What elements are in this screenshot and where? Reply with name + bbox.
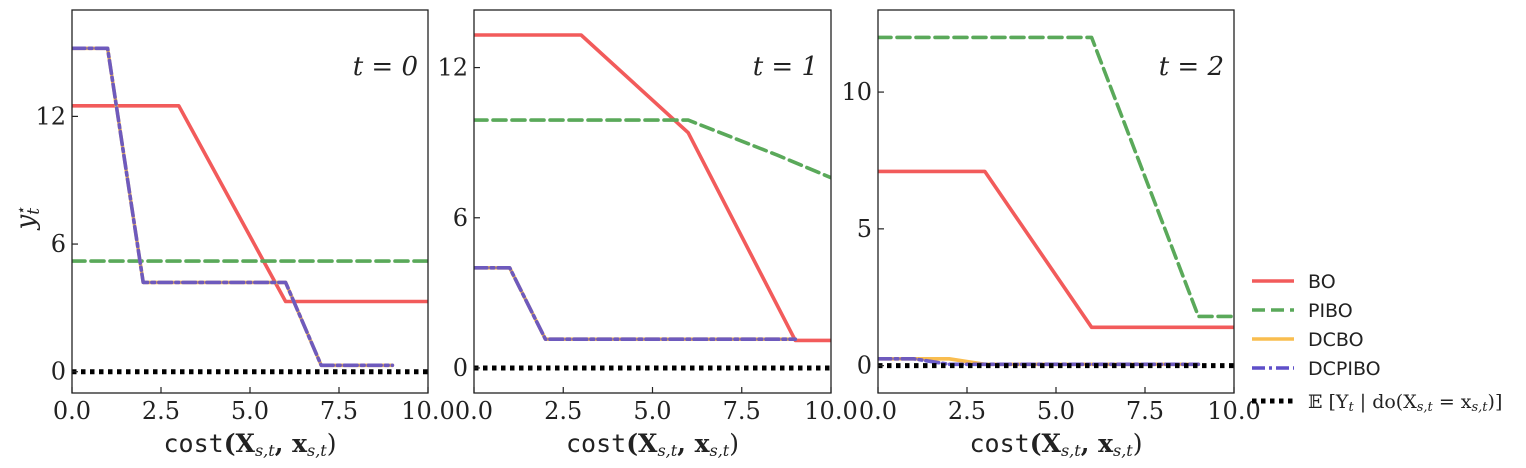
legend-item-dcbo: DCBO [1252, 329, 1364, 351]
legend-item-bo: BO [1252, 271, 1336, 293]
panel-label: t = 2 [1159, 52, 1224, 82]
x-axis-label: cost(Xs,t, xs,t) [566, 429, 739, 460]
y-tick-label: 0 [857, 352, 872, 380]
series-line-pibo [878, 35, 1234, 319]
x-tick-label: 10.0 [804, 397, 857, 425]
series-line-bo [72, 104, 428, 304]
series-group [72, 46, 428, 375]
y-tick-label: 5 [857, 215, 872, 243]
series-line-dcbo [474, 265, 798, 342]
series-group [474, 33, 831, 371]
series-line-bo [878, 169, 1234, 330]
chart-panel-0: 0.0 2.5 5.0 7.5 10.0 0 6 12 t = 0 cost(Xs,t, xs,t… [35, 9, 455, 460]
chart-panel-2: 0.0 2.5 5.0 7.5 10.0 0 5 10 t = 2 cost(Xs,t, xs,t… [841, 9, 1261, 460]
x-tick-label: 2.5 [948, 397, 986, 425]
panel-label: t = 0 [353, 52, 418, 82]
x-tick-label: 0.0 [455, 397, 493, 425]
x-tick-label: 7.5 [723, 397, 761, 425]
y-axis-label: yt⋆ [11, 207, 44, 231]
y-tick-label: 6 [453, 204, 468, 232]
x-tick-label: 2.5 [142, 397, 180, 425]
x-tick-label: 5.0 [1037, 397, 1075, 425]
series-line-bo [474, 33, 831, 343]
x-tick-label: 7.5 [320, 397, 358, 425]
y-tick-label: 6 [51, 230, 66, 258]
legend: BO PIBO DCBO DCPIBO 𝔼 [Yt | do(Xs,t = xs,t)] [1252, 271, 1502, 415]
series-line-dcpibo [474, 265, 798, 342]
x-tick-label: 7.5 [1126, 397, 1164, 425]
x-tick-label: 5.0 [231, 397, 269, 425]
x-tick-label: 5.0 [633, 397, 671, 425]
legend-label: DCBO [1308, 329, 1364, 351]
legend-item-optimal: 𝔼 [Yt | do(Xs,t = xs,t)] [1252, 391, 1502, 415]
x-axis-label: cost(Xs,t, xs,t) [970, 429, 1143, 460]
series-line-dcpibo [878, 356, 1201, 367]
x-tick-label: 0.0 [53, 397, 91, 425]
x-tick-label: 10.0 [1207, 397, 1260, 425]
chart-panel-1: 0.0 2.5 5.0 7.5 10.0 0 6 12 t = 1 cost(Xs,t, xs,t… [437, 9, 858, 460]
y-tick-label: 0 [51, 358, 66, 386]
y-tick-label: 10 [841, 78, 872, 106]
legend-label: PIBO [1308, 300, 1353, 322]
y-tick-label: 0 [453, 354, 468, 382]
legend-item-pibo: PIBO [1252, 300, 1353, 322]
y-tick-label: 12 [437, 54, 468, 82]
series-group [878, 35, 1234, 369]
series-line-dcpibo [72, 46, 395, 368]
x-tick-label: 2.5 [544, 397, 582, 425]
legend-label: 𝔼 [Yt | do(Xs,t = xs,t)] [1308, 391, 1502, 415]
legend-label: DCPIBO [1308, 358, 1381, 380]
y-tick-label: 12 [35, 102, 66, 130]
legend-item-dcpibo: DCPIBO [1252, 358, 1381, 380]
panel-label: t = 1 [753, 52, 818, 82]
x-axis-label: cost(Xs,t, xs,t) [164, 429, 337, 460]
series-line-pibo [474, 118, 831, 180]
x-tick-label: 0.0 [859, 397, 897, 425]
x-tick-label: 10.0 [401, 397, 454, 425]
legend-label: BO [1308, 271, 1336, 293]
